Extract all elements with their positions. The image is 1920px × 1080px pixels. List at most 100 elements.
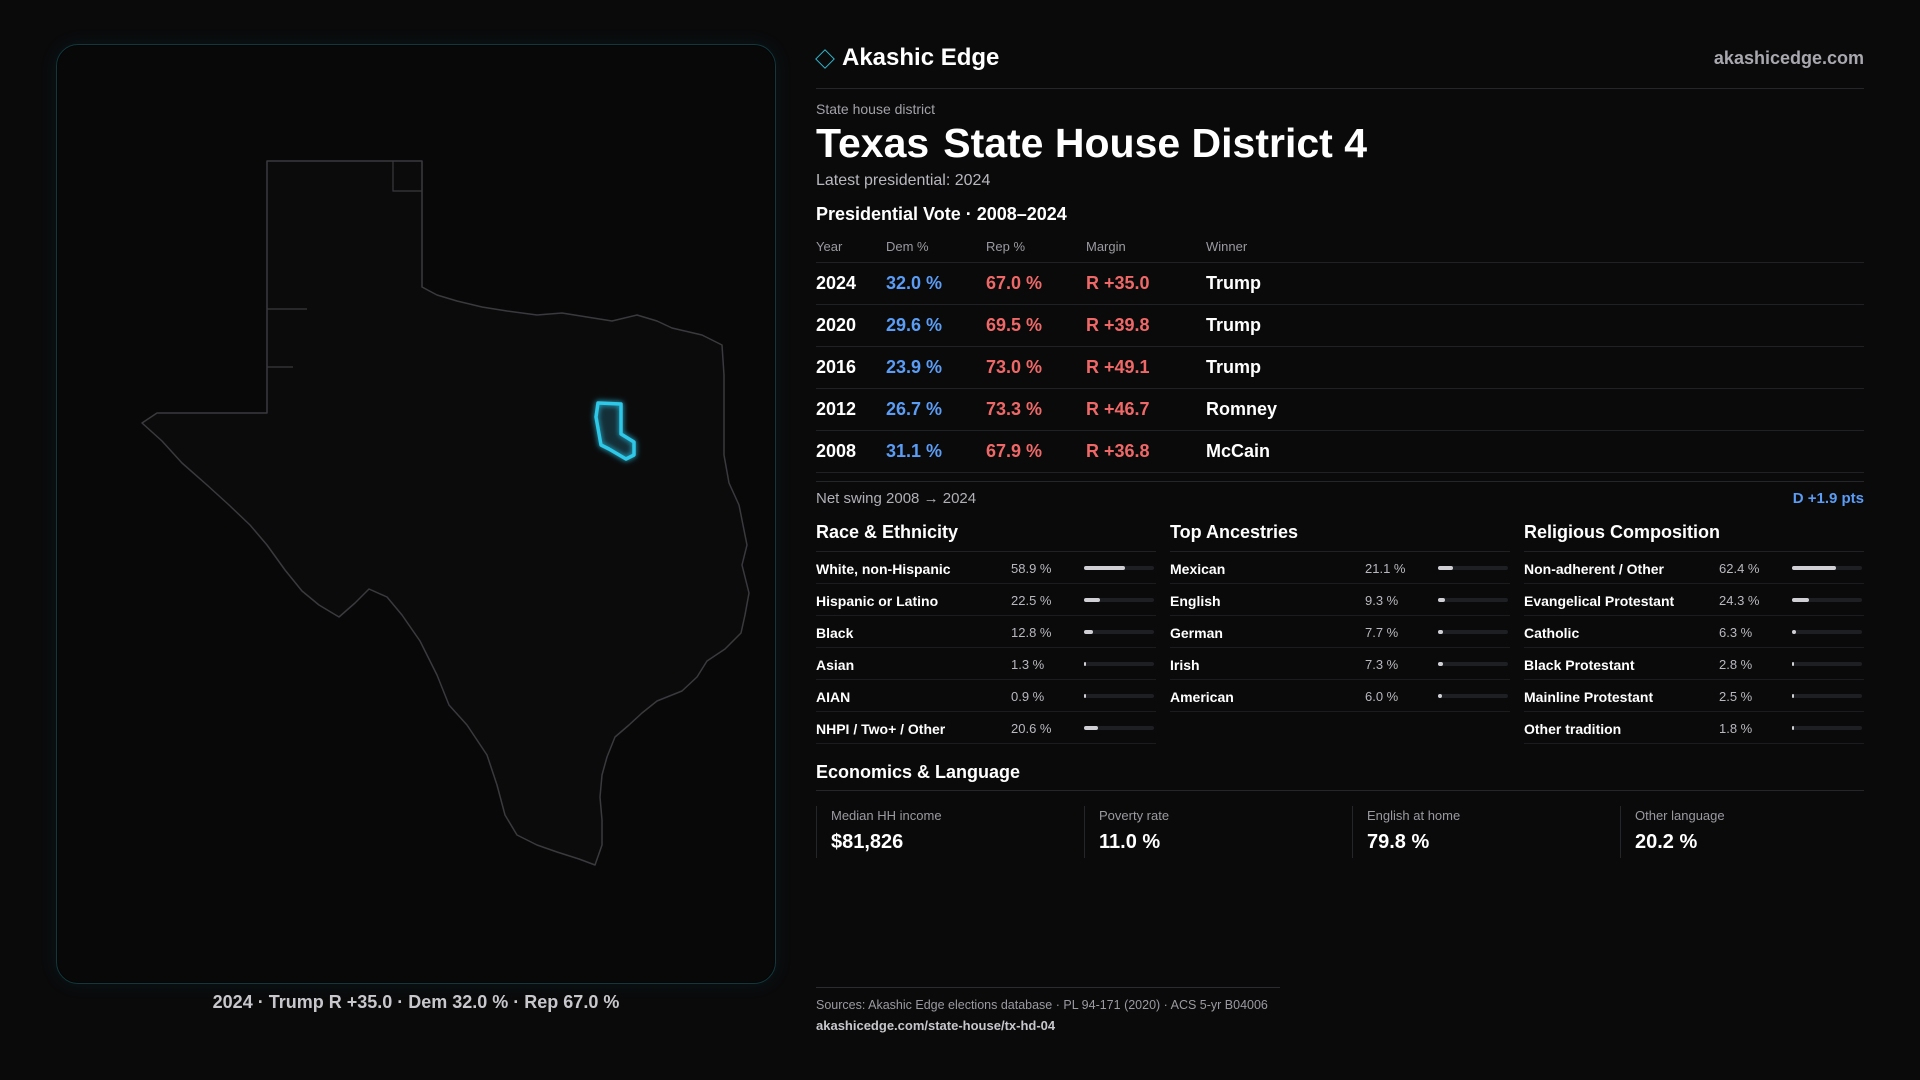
cell-dem: 23.9 % bbox=[886, 345, 986, 388]
cell-year: 2016 bbox=[816, 345, 886, 388]
economics-title: Economics & Language bbox=[816, 762, 1021, 782]
texas-panhandle-lines bbox=[267, 161, 422, 368]
item-label: NHPI / Two+ / Other bbox=[816, 721, 946, 737]
swing-divider bbox=[816, 481, 1864, 482]
list-item: NHPI / Two+ / Other 20.6 % bbox=[816, 712, 1156, 744]
item-label: Black bbox=[816, 625, 854, 641]
cell-dem: 31.1 % bbox=[886, 429, 986, 473]
econ-value: 11.0 % bbox=[1099, 831, 1161, 853]
item-value: 0.9 % bbox=[1011, 689, 1045, 704]
cell-winner: Trump bbox=[1206, 345, 1864, 388]
cell-winner: Trump bbox=[1206, 303, 1864, 346]
list-item: Hispanic or Latino 22.5 % bbox=[816, 584, 1156, 616]
cell-year: 2008 bbox=[816, 429, 886, 473]
item-value: 9.3 % bbox=[1365, 593, 1399, 608]
cell-dem: 29.6 % bbox=[886, 303, 986, 346]
progress-bar bbox=[1792, 630, 1862, 634]
table-row: 2020 29.6 % 69.5 % R +39.8 Trump bbox=[816, 303, 1864, 346]
presidential-title: Presidential Vote · 2008–2024 bbox=[816, 204, 1067, 224]
bar-fill bbox=[1084, 598, 1100, 602]
table-row: 2012 26.7 % 73.3 % R +46.7 Romney bbox=[816, 387, 1864, 430]
cell-margin: R +49.1 bbox=[1086, 345, 1206, 388]
list-item: Irish 7.3 % bbox=[1170, 648, 1510, 680]
progress-bar bbox=[1438, 598, 1508, 602]
bar-fill bbox=[1792, 598, 1809, 602]
cell-margin: R +35.0 bbox=[1086, 261, 1206, 304]
progress-bar bbox=[1792, 726, 1862, 730]
district-type-label: State house district bbox=[816, 101, 936, 117]
bar-fill bbox=[1438, 694, 1443, 698]
progress-bar bbox=[1084, 726, 1154, 730]
econ-poverty-rate: Poverty rate 11.0 % bbox=[1084, 806, 1169, 858]
progress-bar bbox=[1792, 566, 1862, 570]
item-value: 22.5 % bbox=[1011, 593, 1052, 608]
progress-bar bbox=[1792, 662, 1862, 666]
brand-name[interactable]: Akashic Edge bbox=[842, 44, 1000, 71]
sources-text: Sources: Akashic Edge elections database… bbox=[816, 998, 1268, 1012]
progress-bar bbox=[1084, 566, 1154, 570]
econ-other-language: Other language 20.2 % bbox=[1620, 806, 1725, 858]
brand-url-link[interactable]: akashicedge.com bbox=[1713, 48, 1864, 68]
ancestry-title: Top Ancestries bbox=[1170, 522, 1510, 552]
bar-fill bbox=[1084, 630, 1093, 634]
item-label: Black Protestant bbox=[1524, 657, 1635, 673]
item-value: 21.1 % bbox=[1365, 561, 1406, 576]
district-highlight[interactable] bbox=[594, 401, 636, 461]
econ-label: English at home bbox=[1367, 808, 1461, 823]
bar-fill bbox=[1084, 726, 1099, 730]
list-item: Other tradition 1.8 % bbox=[1524, 712, 1864, 744]
item-value: 58.9 % bbox=[1011, 561, 1052, 576]
swing-label: Net swing 2008 → 2024 bbox=[816, 490, 977, 507]
religion-section: Religious Composition Non-adherent / Oth… bbox=[1524, 522, 1864, 744]
item-value: 2.8 % bbox=[1719, 657, 1753, 672]
col-header-rep: Rep % bbox=[986, 239, 1026, 255]
progress-bar bbox=[1084, 662, 1154, 666]
item-label: Irish bbox=[1170, 657, 1200, 673]
econ-label: Median HH income bbox=[831, 808, 942, 823]
presidential-table: Year Dem % Rep % Margin Winner 2024 32.0… bbox=[816, 232, 1864, 473]
diamond-logo-icon bbox=[815, 49, 835, 69]
item-label: AIAN bbox=[816, 689, 851, 705]
map-panel[interactable] bbox=[56, 44, 776, 984]
race-ethnicity-section: Race & Ethnicity White, non-Hispanic 58.9… bbox=[816, 522, 1156, 744]
progress-bar bbox=[1084, 694, 1154, 698]
item-label: Other tradition bbox=[1524, 721, 1622, 737]
econ-english-at-home: English at home 79.8 % bbox=[1352, 806, 1460, 858]
item-value: 2.5 % bbox=[1719, 689, 1753, 704]
table-header-row: Year Dem % Rep % Margin Winner bbox=[816, 232, 1864, 262]
progress-bar bbox=[1792, 694, 1862, 698]
bar-fill bbox=[1792, 662, 1794, 666]
progress-bar bbox=[1438, 662, 1508, 666]
item-value: 6.0 % bbox=[1365, 689, 1399, 704]
sources-divider bbox=[816, 987, 1280, 988]
economics-divider bbox=[816, 790, 1864, 791]
item-label: English bbox=[1170, 593, 1221, 609]
texas-map[interactable] bbox=[57, 45, 776, 984]
cell-margin: R +39.8 bbox=[1086, 303, 1206, 346]
economics-grid: Median HH income $81,826 Poverty rate 11… bbox=[816, 806, 1864, 858]
source-url-link[interactable]: akashicedge.com/state-house/tx-hd-04 bbox=[816, 1018, 1056, 1033]
religion-title: Religious Composition bbox=[1524, 522, 1864, 552]
bar-fill bbox=[1438, 598, 1445, 602]
latest-presidential: Latest presidential: 2024 bbox=[816, 172, 991, 189]
bar-fill bbox=[1792, 694, 1794, 698]
title-state: Texas bbox=[816, 120, 930, 166]
item-label: German bbox=[1170, 625, 1223, 641]
progress-bar bbox=[1438, 694, 1508, 698]
list-item: Asian 1.3 % bbox=[816, 648, 1156, 680]
item-value: 24.3 % bbox=[1719, 593, 1760, 608]
cell-dem: 26.7 % bbox=[886, 387, 986, 430]
econ-label: Poverty rate bbox=[1099, 808, 1170, 823]
list-item: Catholic 6.3 % bbox=[1524, 616, 1864, 648]
table-row: 2016 23.9 % 73.0 % R +49.1 Trump bbox=[816, 345, 1864, 388]
cell-rep: 73.3 % bbox=[986, 387, 1086, 430]
cell-dem: 32.0 % bbox=[886, 261, 986, 304]
list-item: English 9.3 % bbox=[1170, 584, 1510, 616]
bar-fill bbox=[1438, 662, 1444, 666]
item-value: 7.3 % bbox=[1365, 657, 1399, 672]
cell-year: 2012 bbox=[816, 387, 886, 430]
bar-fill bbox=[1792, 566, 1836, 570]
bar-fill bbox=[1438, 630, 1444, 634]
item-value: 12.8 % bbox=[1011, 625, 1052, 640]
econ-value: 20.2 % bbox=[1635, 831, 1698, 853]
